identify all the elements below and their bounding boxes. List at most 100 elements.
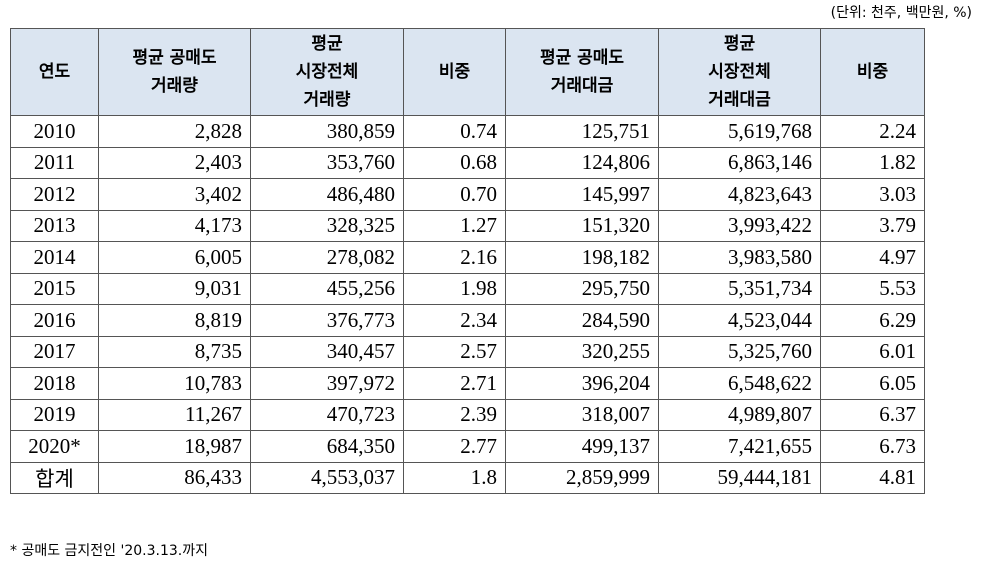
value-cell: 4.81: [820, 461, 925, 494]
value-cell: 5,619,768: [658, 115, 821, 148]
value-cell: 1.98: [403, 272, 506, 305]
value-cell: 2.24: [820, 115, 925, 148]
header-line: 비중: [438, 62, 471, 82]
value-cell: 0.68: [403, 146, 506, 179]
header-line: 연도: [38, 62, 71, 82]
table-row: 2019 11,267 470,723 2.39 318,007 4,989,807 6.3…: [10, 398, 925, 431]
value-cell: 0.70: [403, 178, 506, 211]
value-cell: 397,972: [250, 367, 404, 400]
value-cell: 86,433: [98, 461, 251, 494]
value-cell: 6,005: [98, 241, 251, 274]
value-cell: 284,590: [505, 304, 659, 337]
value-cell: 1.27: [403, 209, 506, 242]
value-cell: 4,823,643: [658, 178, 821, 211]
value-cell: 6.05: [820, 367, 925, 400]
value-cell: 376,773: [250, 304, 404, 337]
value-cell: 2,828: [98, 115, 251, 148]
value-cell: 3.79: [820, 209, 925, 242]
header-row: 연도 평균 공매도 거래량 평균 시장전체 거래량 비중 평균 공매도 거래대금 평균 시장전체 거래…: [10, 28, 925, 116]
value-cell: 1.82: [820, 146, 925, 179]
value-cell: 2.71: [403, 367, 506, 400]
value-cell: 470,723: [250, 398, 404, 431]
value-cell: 3,993,422: [658, 209, 821, 242]
value-cell: 4,173: [98, 209, 251, 242]
year-cell: 2018: [10, 367, 99, 400]
value-cell: 486,480: [250, 178, 404, 211]
value-cell: 2.77: [403, 430, 506, 463]
table-row: 합계 86,433 4,553,037 1.8 2,859,999 59,444,181 4…: [10, 461, 925, 494]
value-cell: 6.29: [820, 304, 925, 337]
value-cell: 278,082: [250, 241, 404, 274]
value-cell: 9,031: [98, 272, 251, 305]
table-row: 2014 6,005 278,082 2.16 198,182 3,983,580 4.97: [10, 241, 925, 274]
value-cell: 0.74: [403, 115, 506, 148]
value-cell: 8,735: [98, 335, 251, 368]
value-cell: 2.34: [403, 304, 506, 337]
value-cell: 6,548,622: [658, 367, 821, 400]
table-row: 2015 9,031 455,256 1.98 295,750 5,351,734 5.53: [10, 272, 925, 305]
value-cell: 2.39: [403, 398, 506, 431]
value-cell: 3,983,580: [658, 241, 821, 274]
header-line: 거래량: [303, 90, 351, 110]
table-row: 2012 3,402 486,480 0.70 145,997 4,823,643 3.03: [10, 178, 925, 211]
value-cell: 4,989,807: [658, 398, 821, 431]
header-cell: 평균 공매도 거래량: [98, 28, 251, 116]
value-cell: 320,255: [505, 335, 659, 368]
header-cell: 비중: [403, 28, 506, 116]
value-cell: 6.73: [820, 430, 925, 463]
value-cell: 340,457: [250, 335, 404, 368]
value-cell: 1.8: [403, 461, 506, 494]
header-line: 거래대금: [550, 76, 614, 96]
value-cell: 2.57: [403, 335, 506, 368]
value-cell: 125,751: [505, 115, 659, 148]
value-cell: 318,007: [505, 398, 659, 431]
table-row: 2013 4,173 328,325 1.27 151,320 3,993,422 3.79: [10, 209, 925, 242]
header-cell: 연도: [10, 28, 99, 116]
value-cell: 6,863,146: [658, 146, 821, 179]
value-cell: 18,987: [98, 430, 251, 463]
value-cell: 328,325: [250, 209, 404, 242]
value-cell: 2.16: [403, 241, 506, 274]
year-cell: 2012: [10, 178, 99, 211]
value-cell: 8,819: [98, 304, 251, 337]
table-row: 2017 8,735 340,457 2.57 320,255 5,325,760 6.01: [10, 335, 925, 368]
table-row: 2010 2,828 380,859 0.74 125,751 5,619,768 2.24: [10, 115, 925, 148]
year-cell: 2010: [10, 115, 99, 148]
value-cell: 145,997: [505, 178, 659, 211]
value-cell: 11,267: [98, 398, 251, 431]
header-line: 시장전체: [295, 62, 359, 82]
value-cell: 4,523,044: [658, 304, 821, 337]
value-cell: 5.53: [820, 272, 925, 305]
value-cell: 2,403: [98, 146, 251, 179]
value-cell: 3,402: [98, 178, 251, 211]
value-cell: 5,351,734: [658, 272, 821, 305]
value-cell: 5,325,760: [658, 335, 821, 368]
value-cell: 198,182: [505, 241, 659, 274]
header-line: 평균 공매도: [132, 48, 217, 68]
year-cell: 2017: [10, 335, 99, 368]
footnote: * 공매도 금지전인 '20.3.13.까지: [10, 543, 209, 559]
value-cell: 2,859,999: [505, 461, 659, 494]
header-line: 평균 공매도: [539, 48, 625, 68]
value-cell: 124,806: [505, 146, 659, 179]
value-cell: 396,204: [505, 367, 659, 400]
value-cell: 684,350: [250, 430, 404, 463]
unit-note: (단위: 천주, 백만원, %): [830, 5, 972, 21]
value-cell: 455,256: [250, 272, 404, 305]
value-cell: 4,553,037: [250, 461, 404, 494]
value-cell: 295,750: [505, 272, 659, 305]
value-cell: 499,137: [505, 430, 659, 463]
header-cell: 비중: [820, 28, 925, 116]
year-cell: 2020*: [10, 430, 99, 463]
year-cell: 2016: [10, 304, 99, 337]
table-row: 2020* 18,987 684,350 2.77 499,137 7,421,655 6.…: [10, 430, 925, 463]
header-line: 평균: [723, 34, 756, 54]
table-body: 2010 2,828 380,859 0.74 125,751 5,619,768 2.24…: [10, 115, 925, 494]
value-cell: 353,760: [250, 146, 404, 179]
year-cell: 2014: [10, 241, 99, 274]
header-line: 평균: [311, 34, 343, 54]
year-cell: 합계: [10, 461, 99, 494]
